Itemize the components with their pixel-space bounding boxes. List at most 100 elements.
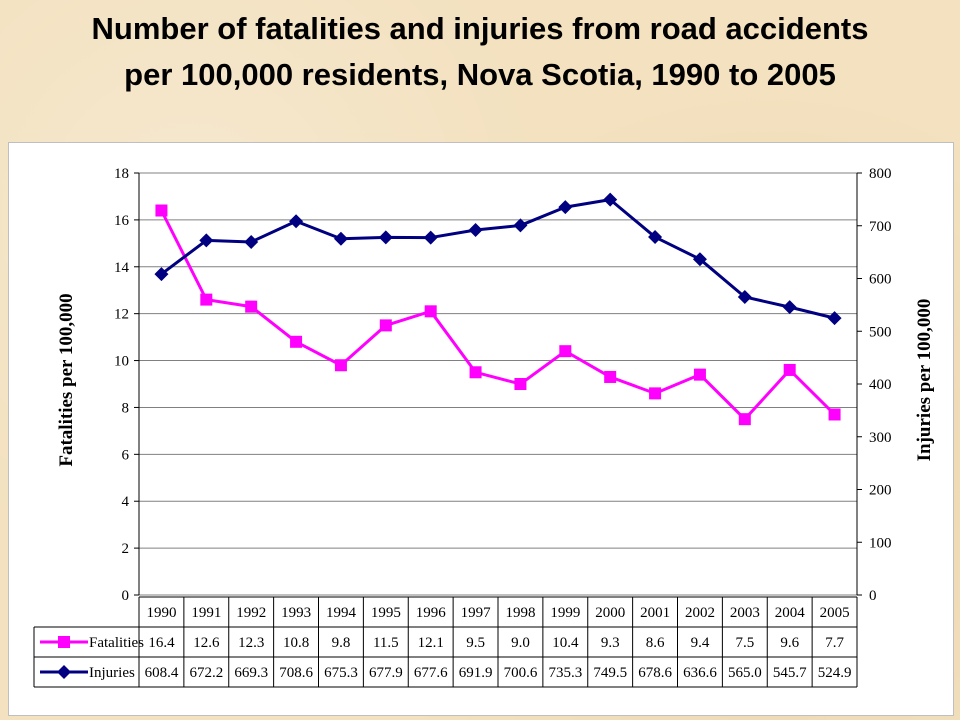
data-label-fatalities: 12.6 [193, 635, 220, 651]
data-label-injuries: 545.7 [773, 665, 807, 681]
data-table: 1990 1991 1992 1993 1994 1995 1996 1997 1998 1999… [33, 596, 858, 688]
legend-marker [57, 665, 71, 679]
point-fatalities [783, 363, 796, 376]
data-label-injuries: 700.6 [504, 665, 538, 681]
point-injuries [468, 223, 483, 238]
point-injuries [289, 214, 304, 229]
right-tick-label: 600 [869, 272, 892, 288]
point-injuries [782, 300, 797, 315]
point-injuries [199, 233, 214, 248]
data-label-fatalities: 10.4 [552, 635, 579, 651]
x-tick-label: 1995 [371, 605, 401, 621]
point-injuries [423, 230, 438, 245]
x-tick-label: 1991 [191, 605, 221, 621]
plot-area [138, 172, 858, 596]
data-label-injuries: 675.3 [324, 665, 358, 681]
data-label-fatalities: 9.3 [601, 635, 620, 651]
point-fatalities [693, 368, 706, 381]
data-label-injuries: 677.6 [414, 665, 448, 681]
point-injuries [558, 200, 573, 215]
right-tick-label: 800 [869, 166, 892, 182]
point-injuries [692, 252, 707, 267]
legend-label: Injuries [89, 665, 135, 681]
left-tick-label: 12 [114, 307, 129, 323]
data-label-injuries: 708.6 [279, 665, 313, 681]
data-label-injuries: 565.0 [728, 665, 762, 681]
right-axis-ticks: 0 100 200 300 400 500 600 700 800 [856, 166, 892, 604]
data-label-injuries: 735.3 [548, 665, 582, 681]
left-tick-label: 10 [114, 354, 129, 370]
data-label-fatalities: 9.6 [780, 635, 799, 651]
x-tick-label: 2002 [685, 605, 715, 621]
series-lines [154, 192, 842, 426]
point-fatalities [334, 359, 347, 372]
right-tick-label: 400 [869, 377, 892, 393]
series-line-injuries [160, 198, 835, 320]
x-tick-label: 1999 [550, 605, 580, 621]
x-tick-label: 1998 [505, 605, 535, 621]
data-label-fatalities: 9.4 [691, 635, 710, 651]
point-fatalities [559, 345, 572, 358]
data-label-injuries: 678.6 [638, 665, 672, 681]
right-tick-label: 500 [869, 324, 892, 340]
right-axis-label: Injuries per 100,000 [914, 299, 935, 462]
x-tick-label: 2004 [775, 605, 806, 621]
x-tick-label: 1992 [236, 605, 266, 621]
point-fatalities [649, 387, 662, 400]
left-axis-label: Fatalities per 100,000 [56, 293, 77, 466]
left-tick-label: 16 [114, 213, 130, 229]
point-fatalities [245, 300, 258, 313]
point-fatalities [379, 319, 392, 332]
point-fatalities [514, 378, 527, 390]
data-label-injuries: 524.9 [818, 665, 852, 681]
point-fatalities [155, 204, 168, 217]
x-tick-label: 1997 [461, 605, 492, 621]
legend-label: Fatalities [89, 635, 144, 651]
point-fatalities [424, 305, 437, 318]
point-injuries [603, 192, 618, 207]
right-tick-label: 200 [869, 483, 892, 499]
data-label-injuries: 672.2 [189, 665, 223, 681]
data-label-injuries: 691.9 [459, 665, 493, 681]
left-tick-label: 0 [122, 588, 130, 604]
point-fatalities [828, 408, 841, 421]
left-tick-label: 2 [122, 541, 130, 557]
legend-key-fatalities [40, 636, 88, 648]
x-tick-label: 1993 [281, 605, 311, 621]
data-label-fatalities: 9.0 [511, 635, 530, 651]
left-tick-label: 18 [114, 166, 129, 182]
legend-marker [58, 636, 70, 648]
right-tick-label: 700 [869, 219, 892, 235]
right-tick-label: 100 [869, 535, 892, 551]
data-label-fatalities: 8.6 [646, 635, 665, 651]
right-tick-label: 0 [869, 588, 877, 604]
data-label-fatalities: 7.5 [735, 635, 754, 651]
chart-title-line-2: per 100,000 residents, Nova Scotia, 1990… [124, 57, 836, 92]
x-tick-label: 2000 [595, 605, 625, 621]
data-label-fatalities: 10.8 [283, 635, 309, 651]
data-label-injuries: 677.9 [369, 665, 403, 681]
point-fatalities [738, 413, 751, 426]
point-fatalities [604, 370, 617, 383]
data-label-fatalities: 12.1 [418, 635, 444, 651]
left-axis-ticks: 0 2 4 6 8 10 12 14 16 18 [114, 166, 140, 604]
point-injuries [378, 230, 393, 245]
x-tick-label: 2001 [640, 605, 670, 621]
point-injuries [737, 289, 752, 304]
gridlines [139, 172, 857, 549]
left-tick-label: 4 [122, 494, 130, 510]
point-injuries [244, 234, 259, 249]
point-injuries [648, 230, 663, 245]
x-tick-label: 1996 [416, 605, 447, 621]
data-label-fatalities: 9.5 [466, 635, 485, 651]
x-tick-label: 1990 [146, 605, 176, 621]
point-injuries [513, 218, 528, 233]
data-label-fatalities: 7.7 [825, 635, 844, 651]
data-label-fatalities: 12.3 [238, 635, 264, 651]
point-injuries [827, 311, 842, 326]
data-label-fatalities: 16.4 [148, 635, 175, 651]
data-label-fatalities: 11.5 [373, 635, 399, 651]
point-fatalities [290, 335, 303, 348]
series-line-fatalities [160, 209, 836, 421]
